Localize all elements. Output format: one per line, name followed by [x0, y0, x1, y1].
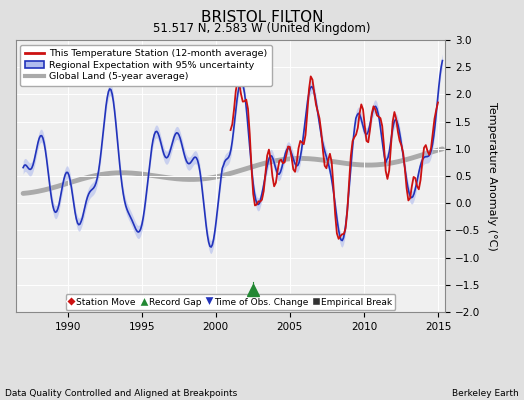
Legend: Station Move, Record Gap, Time of Obs. Change, Empirical Break: Station Move, Record Gap, Time of Obs. C… — [66, 294, 396, 310]
Y-axis label: Temperature Anomaly (°C): Temperature Anomaly (°C) — [487, 102, 497, 250]
Text: Data Quality Controlled and Aligned at Breakpoints: Data Quality Controlled and Aligned at B… — [5, 389, 237, 398]
Text: BRISTOL FILTON: BRISTOL FILTON — [201, 10, 323, 25]
Text: 51.517 N, 2.583 W (United Kingdom): 51.517 N, 2.583 W (United Kingdom) — [153, 22, 371, 35]
Text: Berkeley Earth: Berkeley Earth — [452, 389, 519, 398]
